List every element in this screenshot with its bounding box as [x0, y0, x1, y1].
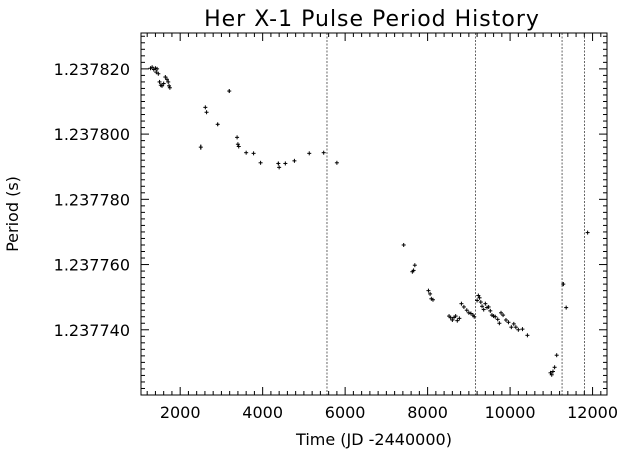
data-point [476, 293, 481, 298]
data-point [154, 70, 159, 75]
data-point [486, 304, 491, 309]
data-point [283, 161, 288, 166]
data-point [276, 161, 281, 166]
data-point [477, 295, 482, 300]
data-point [513, 325, 518, 330]
data-point [503, 317, 508, 322]
data-point [157, 79, 162, 84]
y-tick-label: 1.237780 [54, 190, 130, 209]
data-point [428, 291, 433, 296]
data-point [509, 325, 514, 330]
x-tick-label: 8000 [407, 403, 448, 422]
data-point [164, 77, 169, 82]
data-point [478, 300, 483, 305]
data-point [549, 372, 554, 377]
data-point [495, 317, 500, 322]
x-tick-label: 2000 [160, 403, 201, 422]
axis-ticks: 2000 4000 6000 8000 10000 12000 1.237740 1.2377… [54, 33, 618, 422]
y-tick-label: 1.237800 [54, 125, 130, 144]
data-point [258, 160, 263, 165]
data-point [430, 297, 435, 302]
data-point [277, 165, 282, 170]
data-point [401, 242, 406, 247]
y-tick-label: 1.237740 [54, 321, 130, 340]
data-point [525, 333, 530, 338]
y-axis-label: Period (s) [3, 176, 22, 252]
data-point [161, 81, 166, 86]
data-point [167, 85, 172, 90]
x-axis-label: Time (JD -2440000) [295, 430, 452, 449]
data-point [466, 310, 471, 315]
data-point [554, 353, 559, 358]
data-point [244, 150, 249, 155]
data-point [167, 83, 172, 88]
y-tick-label: 1.237820 [54, 60, 130, 79]
data-point [459, 301, 464, 306]
data-point [235, 142, 240, 147]
data-point [499, 310, 504, 315]
data-points [148, 65, 590, 377]
data-point [204, 110, 209, 115]
x-tick-label: 10000 [485, 403, 536, 422]
data-point [457, 316, 462, 321]
data-point [412, 263, 417, 268]
data-point [426, 288, 431, 293]
data-point [501, 313, 506, 318]
data-point [468, 311, 473, 316]
data-point [564, 305, 569, 310]
x-tick-label: 6000 [325, 403, 366, 422]
data-point [516, 327, 521, 332]
data-point [150, 65, 155, 70]
data-point [481, 307, 486, 312]
data-point [166, 79, 171, 84]
data-point [163, 75, 168, 80]
data-point [156, 71, 161, 76]
data-point [160, 83, 165, 88]
data-point [453, 314, 458, 319]
data-point [203, 105, 208, 110]
data-point [464, 308, 469, 313]
data-point [292, 158, 297, 163]
data-point [411, 268, 416, 273]
data-point [475, 298, 480, 303]
data-point [321, 150, 326, 155]
y-tick-label: 1.237760 [54, 256, 130, 275]
data-point [236, 144, 241, 149]
data-point [455, 318, 460, 323]
data-point [155, 66, 160, 71]
data-point [472, 314, 477, 319]
plot-frame [140, 32, 608, 396]
data-point [227, 89, 232, 94]
data-point [550, 369, 555, 374]
data-point [520, 327, 525, 332]
data-point [235, 135, 240, 140]
data-point [480, 304, 485, 309]
data-point [215, 122, 220, 127]
chart-title: Her X-1 Pulse Period History [204, 7, 540, 32]
data-point [511, 321, 516, 326]
data-point [251, 151, 256, 156]
data-point [561, 282, 566, 287]
data-point [585, 230, 590, 235]
data-point [461, 304, 466, 309]
data-point [497, 321, 502, 326]
x-tick-label: 12000 [567, 403, 618, 422]
data-point [307, 151, 312, 156]
reference-lines [326, 33, 585, 395]
data-point [552, 365, 557, 370]
data-point [334, 160, 339, 165]
data-point [483, 301, 488, 306]
data-point [450, 317, 455, 322]
data-point [506, 320, 511, 325]
data-point [493, 314, 498, 319]
x-tick-label: 4000 [242, 403, 283, 422]
data-point [488, 308, 493, 313]
data-point [198, 144, 203, 150]
